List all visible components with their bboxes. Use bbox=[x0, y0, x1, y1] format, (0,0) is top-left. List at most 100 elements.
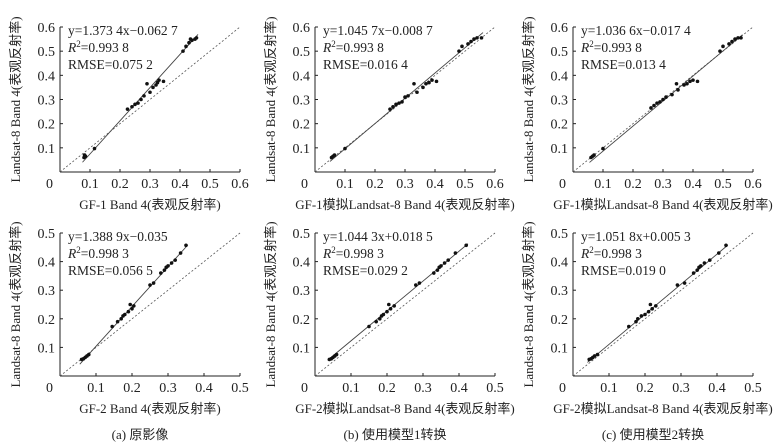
data-point bbox=[724, 243, 728, 248]
data-point bbox=[717, 251, 721, 255]
data-point bbox=[427, 80, 431, 85]
data-point bbox=[592, 153, 596, 157]
data-point bbox=[475, 36, 479, 40]
data-point bbox=[133, 102, 137, 107]
r2-value: =0.998 3 bbox=[336, 246, 384, 261]
x-axis-label: GF-2模拟Landsat-8 Band 4(表观反射率) bbox=[295, 401, 515, 416]
data-point bbox=[676, 88, 680, 92]
y-tick-label: 0.4 bbox=[293, 69, 311, 84]
data-point bbox=[130, 306, 134, 311]
origin-label: 0 bbox=[559, 381, 566, 396]
panel-caption: (b) 使用模型1转换 bbox=[344, 427, 447, 442]
y-tick-label: 0.4 bbox=[38, 69, 56, 84]
data-point bbox=[736, 36, 740, 40]
x-tick-label: 0.3 bbox=[654, 177, 672, 192]
data-point bbox=[739, 36, 743, 40]
x-tick-label: 0.3 bbox=[672, 381, 690, 396]
scatter-panel-d: 0.1 0.2 0.3 0.4 0.5 0.1 0.2 0.3 0.4 0.5 0 y=1.388 9… bbox=[8, 221, 249, 416]
data-point bbox=[166, 264, 170, 268]
y-tick-label: 0.4 bbox=[38, 256, 56, 271]
data-point bbox=[730, 39, 734, 44]
x-tick-label: 0.5 bbox=[456, 177, 474, 192]
data-point bbox=[649, 106, 653, 110]
data-point bbox=[655, 101, 659, 105]
x-axis-label: GF-2 Band 4(表观反射率) bbox=[79, 401, 221, 416]
regression-equation: y=1.373 4x−0.062 7 bbox=[68, 23, 178, 38]
y-tick-label: 0.1 bbox=[293, 341, 311, 356]
r2-label: R bbox=[580, 40, 590, 55]
rmse-value: RMSE=0.029 2 bbox=[323, 263, 408, 278]
data-point bbox=[446, 258, 451, 262]
y-tick-label: 0.5 bbox=[551, 227, 569, 242]
data-point bbox=[392, 304, 397, 308]
data-point bbox=[727, 42, 731, 46]
data-point bbox=[194, 36, 199, 40]
data-point bbox=[119, 317, 123, 321]
y-tick-label: 0.1 bbox=[38, 142, 56, 157]
data-point bbox=[718, 49, 722, 53]
r2-label: R bbox=[67, 40, 77, 55]
data-point bbox=[595, 352, 600, 357]
x-tick-label: 0.2 bbox=[624, 177, 642, 192]
data-point bbox=[92, 146, 97, 151]
data-point bbox=[378, 317, 382, 321]
data-point bbox=[151, 281, 156, 285]
data-point bbox=[439, 264, 443, 268]
data-point bbox=[639, 314, 644, 318]
x-axis-label: GF-1 Band 4(表观反射率) bbox=[79, 197, 221, 212]
data-point bbox=[157, 78, 161, 82]
data-point bbox=[453, 251, 458, 255]
data-point bbox=[184, 44, 188, 49]
r2-value: =0.993 8 bbox=[81, 40, 129, 55]
y-axis-label: Landsat-8 Band 4(表观反射率) bbox=[263, 16, 278, 182]
y-tick-label: 0.1 bbox=[293, 142, 311, 157]
r2-value: =0.993 8 bbox=[594, 40, 642, 55]
y-tick-label: 0.6 bbox=[293, 21, 311, 36]
data-point bbox=[178, 251, 183, 255]
data-point bbox=[685, 81, 689, 86]
scatter-panel-a: 0.1 0.2 0.3 0.4 0.5 0.6 0.1 0.2 0.3 0.4 0.5 0.6 0 y=1… bbox=[8, 16, 249, 212]
y-axis-label: Landsat-8 Band 4(表观反射率) bbox=[8, 221, 23, 387]
r-squared: R2=0.993 8 bbox=[322, 39, 384, 55]
x-tick-label: 0.3 bbox=[396, 177, 414, 192]
y-tick-label: 0.6 bbox=[38, 21, 56, 36]
r2-label: R bbox=[322, 246, 332, 261]
data-point bbox=[148, 283, 152, 287]
x-tick-label: 0.6 bbox=[231, 177, 249, 192]
r2-superscript: 2 bbox=[76, 39, 81, 49]
data-point bbox=[142, 94, 146, 98]
data-point bbox=[466, 42, 470, 46]
rmse-value: RMSE=0.056 5 bbox=[68, 263, 153, 278]
y-tick-label: 0.2 bbox=[293, 313, 311, 328]
data-point bbox=[161, 79, 166, 84]
x-tick-label: 0.4 bbox=[171, 177, 189, 192]
r2-superscript: 2 bbox=[589, 245, 594, 255]
x-tick-label: 0.5 bbox=[201, 177, 219, 192]
y-tick-label: 0.3 bbox=[38, 94, 56, 109]
x-tick-label: 0.1 bbox=[342, 381, 360, 396]
r-squared: R2=0.998 3 bbox=[67, 245, 129, 261]
x-tick-label: 0.5 bbox=[714, 177, 732, 192]
data-point bbox=[650, 306, 654, 311]
data-point bbox=[388, 107, 392, 111]
scatter-panel-b: 0.1 0.2 0.3 0.4 0.5 0.6 0.1 0.2 0.3 0.4 0.5 0.6 0 y=1… bbox=[263, 16, 515, 212]
regression-equation: y=1.044 3x+0.018 5 bbox=[323, 229, 433, 244]
data-point bbox=[670, 92, 674, 97]
r2-label: R bbox=[67, 246, 77, 261]
data-point bbox=[434, 79, 439, 84]
regression-equation: y=1.036 6x−0.017 4 bbox=[581, 23, 691, 38]
data-point bbox=[397, 101, 401, 105]
x-tick-label: 0.4 bbox=[426, 177, 444, 192]
data-point bbox=[385, 309, 389, 314]
data-point bbox=[123, 312, 127, 317]
data-point bbox=[702, 261, 707, 265]
data-point bbox=[592, 354, 597, 358]
data-point bbox=[181, 49, 185, 53]
data-point bbox=[417, 281, 422, 285]
data-point bbox=[391, 104, 395, 109]
data-point bbox=[188, 37, 193, 41]
panel-caption: (a) 原影像 bbox=[112, 427, 169, 442]
origin-label: 0 bbox=[559, 177, 566, 192]
data-point bbox=[82, 153, 87, 157]
regression-equation: y=1.051 8x+0.005 3 bbox=[581, 229, 691, 244]
